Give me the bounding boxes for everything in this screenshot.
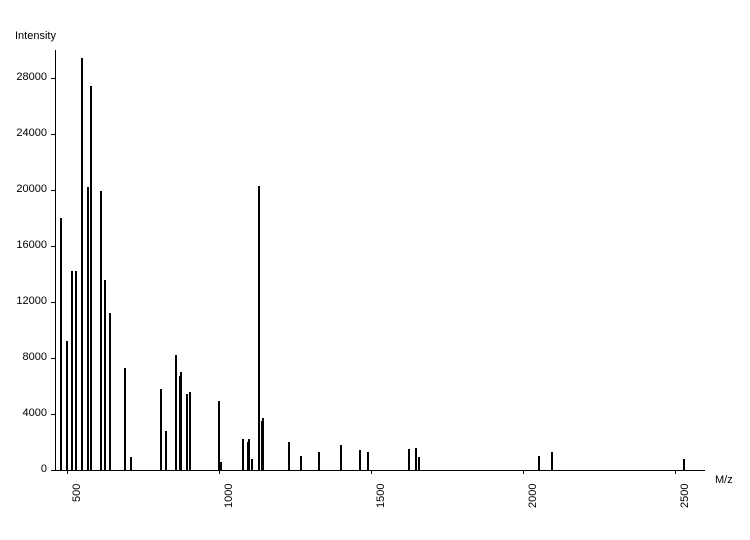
y-tick bbox=[51, 470, 55, 471]
spectrum-peak bbox=[288, 442, 290, 470]
spectrum-peak bbox=[109, 313, 111, 470]
spectrum-peak bbox=[186, 394, 188, 470]
y-tick-label: 4000 bbox=[2, 407, 47, 419]
spectrum-peak bbox=[538, 456, 540, 470]
plot-area bbox=[55, 50, 705, 470]
spectrum-peak bbox=[340, 445, 342, 470]
spectrum-peak bbox=[60, 218, 62, 470]
spectrum-peak bbox=[130, 457, 132, 470]
spectrum-peak bbox=[66, 341, 68, 470]
spectrum-peak bbox=[124, 368, 126, 470]
spectrum-peak bbox=[408, 449, 410, 470]
spectrum-peak bbox=[71, 271, 73, 470]
spectrum-peak bbox=[160, 389, 162, 470]
spectrum-peak bbox=[81, 58, 83, 470]
y-tick bbox=[51, 190, 55, 191]
spectrum-peak bbox=[75, 271, 77, 470]
spectrum-peak bbox=[248, 439, 250, 470]
y-tick bbox=[51, 246, 55, 247]
spectrum-peak bbox=[189, 392, 191, 470]
x-tick-label: 2000 bbox=[527, 484, 539, 508]
spectrum-peak bbox=[220, 462, 222, 470]
y-tick-label: 8000 bbox=[2, 351, 47, 363]
mass-spectrum-chart: Intensity M/z 0 4000 8000 12000 16000 20000 24… bbox=[0, 0, 750, 540]
spectrum-peak bbox=[367, 452, 369, 470]
y-tick-label: 12000 bbox=[2, 295, 47, 307]
y-tick bbox=[51, 302, 55, 303]
spectrum-peak bbox=[359, 450, 361, 470]
y-tick bbox=[51, 134, 55, 135]
y-tick bbox=[51, 358, 55, 359]
x-tick bbox=[675, 470, 676, 474]
spectrum-peak bbox=[242, 439, 244, 470]
x-tick bbox=[371, 470, 372, 474]
spectrum-peak bbox=[100, 191, 102, 470]
x-axis-title: M/z bbox=[715, 474, 733, 486]
x-tick bbox=[67, 470, 68, 474]
spectrum-peak bbox=[90, 86, 92, 470]
spectrum-peak bbox=[318, 452, 320, 470]
y-tick-label: 20000 bbox=[2, 183, 47, 195]
spectrum-peak bbox=[683, 459, 685, 470]
spectrum-peak bbox=[415, 448, 417, 470]
spectrum-peak bbox=[251, 459, 253, 470]
spectrum-peak bbox=[165, 431, 167, 470]
y-tick bbox=[51, 78, 55, 79]
x-tick-label: 2500 bbox=[679, 484, 691, 508]
y-tick-label: 24000 bbox=[2, 127, 47, 139]
y-tick-label: 28000 bbox=[2, 71, 47, 83]
spectrum-peak bbox=[300, 456, 302, 470]
y-tick-label: 0 bbox=[2, 463, 47, 475]
spectrum-peak bbox=[418, 457, 420, 470]
spectrum-peak bbox=[104, 280, 106, 470]
spectrum-peak bbox=[180, 372, 182, 470]
x-tick bbox=[219, 470, 220, 474]
y-axis-line bbox=[55, 50, 56, 470]
y-tick bbox=[51, 414, 55, 415]
spectrum-peak bbox=[262, 418, 264, 470]
spectrum-peak bbox=[258, 186, 260, 470]
spectrum-peak bbox=[218, 401, 220, 470]
x-tick-label: 1000 bbox=[223, 484, 235, 508]
spectrum-peak bbox=[551, 452, 553, 470]
spectrum-peak bbox=[87, 187, 89, 470]
spectrum-peak bbox=[175, 355, 177, 470]
y-tick-label: 16000 bbox=[2, 239, 47, 251]
x-tick bbox=[523, 470, 524, 474]
y-axis-title: Intensity bbox=[15, 30, 56, 42]
x-tick-label: 1500 bbox=[375, 484, 387, 508]
x-tick-label: 500 bbox=[71, 484, 83, 502]
x-axis-line bbox=[55, 470, 705, 471]
